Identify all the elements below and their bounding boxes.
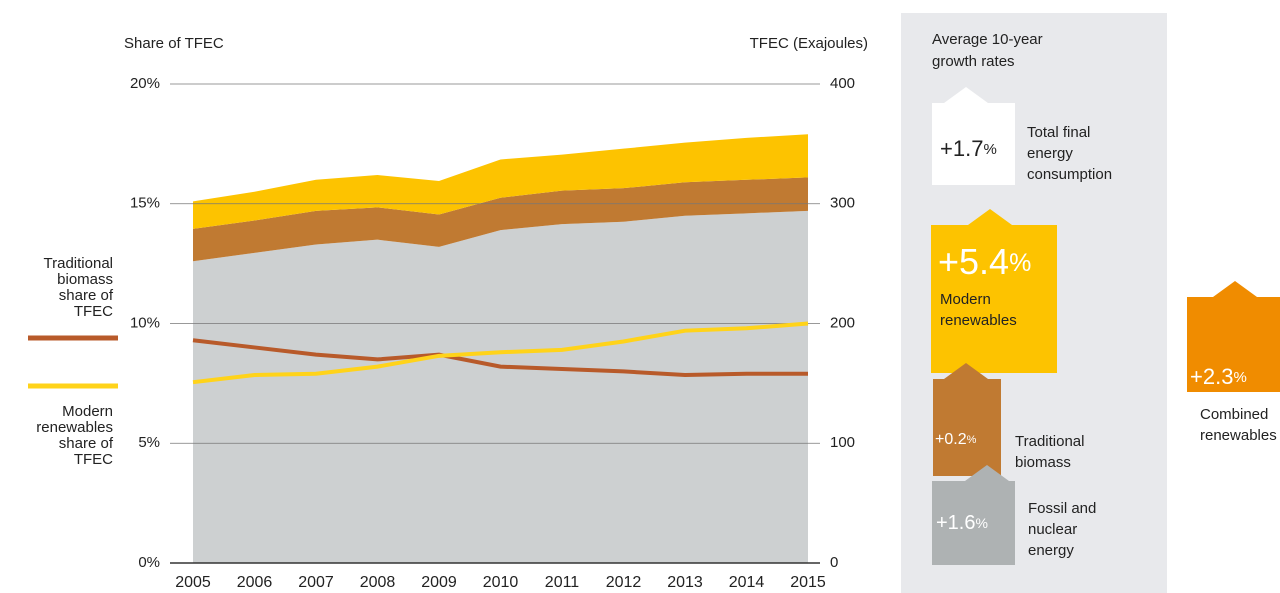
- x-tick-label: 2008: [360, 574, 396, 591]
- x-tick-label: 2012: [606, 574, 642, 591]
- growth-box: [932, 103, 1015, 185]
- growth-label: Modern: [940, 291, 991, 308]
- y-tick-label: 15%: [130, 195, 160, 212]
- box-arrow: [944, 87, 988, 103]
- growth-box: [933, 379, 1001, 476]
- panel-title: growth rates: [932, 53, 1015, 70]
- growth-value: +1.7%: [940, 136, 997, 161]
- growth-label: energy: [1028, 542, 1074, 559]
- growth-label: biomass: [1015, 454, 1071, 471]
- line: [192, 338, 808, 377]
- legend-label: TFEC: [74, 451, 113, 468]
- growth-number: +2.3: [1190, 364, 1233, 389]
- y-tick-label: 20%: [130, 75, 160, 92]
- growth-box: [932, 481, 1015, 565]
- growth-number: +5.4: [938, 241, 1009, 282]
- box-arrow: [965, 465, 1009, 481]
- y2-tick-label: 0: [830, 554, 838, 571]
- x-tick-label: 2007: [298, 574, 334, 591]
- legend-label: TFEC: [74, 303, 113, 320]
- growth-box: [931, 225, 1057, 373]
- y-tick-label: 0%: [138, 554, 160, 571]
- x-tick-label: 2013: [667, 574, 703, 591]
- growth-unit: %: [1009, 249, 1031, 277]
- x-tick-label: 2010: [483, 574, 519, 591]
- growth-unit: %: [967, 434, 977, 446]
- right-axis-title: TFEC (Exajoules): [750, 35, 868, 52]
- growth-unit: %: [975, 515, 987, 531]
- y2-tick-label: 400: [830, 75, 855, 92]
- legend-label: share of: [59, 287, 114, 304]
- growth-unit: %: [983, 141, 996, 158]
- line: [192, 321, 809, 385]
- growth-unit: %: [1233, 369, 1246, 386]
- x-tick-label: 2011: [545, 574, 580, 591]
- x-tick-label: 2015: [790, 574, 826, 591]
- legend-label: biomass: [57, 271, 113, 288]
- growth-number: +0.2: [935, 431, 967, 448]
- growth-value: +0.2%: [935, 431, 977, 448]
- growth-label: nuclear: [1028, 521, 1077, 538]
- growth-number: +1.7: [940, 136, 983, 161]
- area: [193, 210, 808, 563]
- growth-label: renewables: [1200, 427, 1277, 444]
- x-tick-label: 2005: [175, 574, 211, 591]
- area: [193, 177, 808, 262]
- legend-label: Traditional: [44, 255, 113, 272]
- legend-label: Modern: [62, 403, 113, 420]
- growth-label: Traditional: [1015, 433, 1084, 450]
- box-arrow: [968, 209, 1012, 225]
- growth-label: energy: [1027, 145, 1073, 162]
- growth-label: renewables: [940, 312, 1017, 329]
- y-tick-label: 10%: [130, 314, 160, 331]
- y2-tick-label: 300: [830, 195, 855, 212]
- box-arrow: [1213, 281, 1257, 297]
- growth-value: +5.4%: [938, 241, 1031, 282]
- growth-boxes: +1.7% Total final energy consumption +5.4% Mo…: [931, 87, 1280, 565]
- growth-label: Combined: [1200, 406, 1268, 423]
- y-tick-label: 5%: [138, 434, 160, 451]
- x-tick-label: 2006: [237, 574, 273, 591]
- y2-tick-label: 200: [830, 314, 855, 331]
- legend-label: renewables: [36, 419, 113, 436]
- growth-number: +1.6: [936, 512, 975, 534]
- y2-tick-label: 100: [830, 434, 855, 451]
- growth-value: +2.3%: [1190, 364, 1247, 389]
- left-axis-title: Share of TFEC: [124, 35, 224, 52]
- panel-title: Average 10-year: [932, 31, 1043, 48]
- growth-label: Total final: [1027, 124, 1090, 141]
- growth-box: [1187, 297, 1280, 392]
- box-arrow: [944, 363, 988, 379]
- growth-label: consumption: [1027, 166, 1112, 183]
- x-tick-label: 2014: [729, 574, 765, 591]
- growth-label: Fossil and: [1028, 500, 1096, 517]
- growth-value: +1.6%: [936, 512, 988, 534]
- area: [193, 134, 808, 229]
- x-tick-label: 2009: [421, 574, 457, 591]
- legend-label: share of: [59, 435, 114, 452]
